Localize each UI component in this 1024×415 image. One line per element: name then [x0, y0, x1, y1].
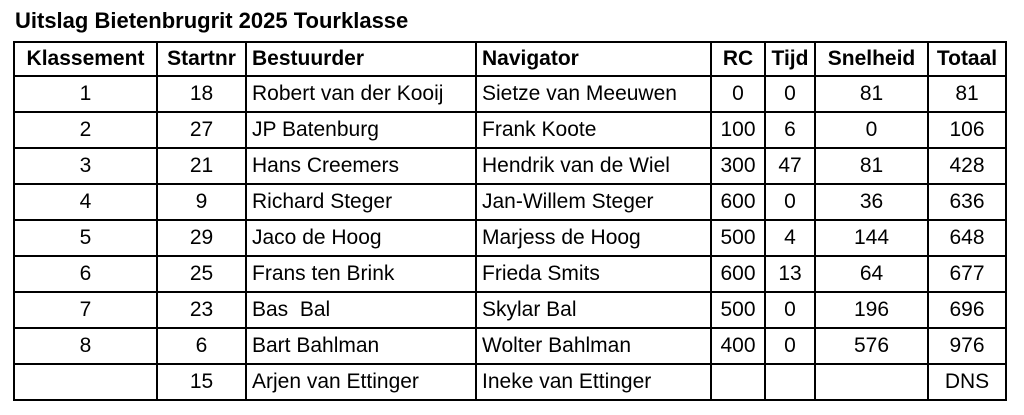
cell-bestuurder: JP Batenburg: [245, 111, 477, 149]
cell-bestuurder: Arjen van Ettinger: [245, 363, 477, 401]
cell-totaal: 677: [927, 255, 1007, 293]
cell-totaal: 428: [927, 147, 1007, 185]
cell-klassement: 4: [13, 183, 158, 221]
cell-tijd: 4: [764, 219, 816, 257]
cell-rc: 0: [710, 75, 766, 113]
table-row: 15 Arjen van Ettinger Ineke van Ettinger DN…: [13, 363, 1007, 401]
page-title: Uitslag Bietenbrugrit 2025 Tourklasse: [15, 8, 409, 33]
cell-bestuurder: Frans ten Brink: [245, 255, 477, 293]
cell-klassement: 1: [13, 75, 158, 113]
cell-klassement: [13, 363, 158, 401]
cell-rc: 100: [710, 111, 766, 149]
cell-totaal: 648: [927, 219, 1007, 257]
cell-snelheid: 64: [814, 255, 929, 293]
cell-snelheid: 36: [814, 183, 929, 221]
cell-startnr: 6: [156, 327, 247, 365]
cell-tijd: [764, 363, 816, 401]
cell-totaal: 636: [927, 183, 1007, 221]
column-header-snelheid: Snelheid: [814, 41, 929, 77]
cell-bestuurder: Robert van der Kooij: [245, 75, 477, 113]
cell-snelheid: 576: [814, 327, 929, 365]
cell-bestuurder: Jaco de Hoog: [245, 219, 477, 257]
column-header-tijd: Tijd: [764, 41, 816, 77]
cell-navigator: Frieda Smits: [475, 255, 712, 293]
table-row: 3 21 Hans Creemers Hendrik van de Wiel 300 47…: [13, 147, 1007, 185]
cell-rc: 400: [710, 327, 766, 365]
cell-startnr: 9: [156, 183, 247, 221]
cell-snelheid: 144: [814, 219, 929, 257]
cell-totaal: 106: [927, 111, 1007, 149]
table-row: 5 29 Jaco de Hoog Marjess de Hoog 500 4 144 648: [13, 219, 1007, 257]
cell-tijd: 0: [764, 291, 816, 329]
column-header-rc: RC: [710, 41, 766, 77]
table-row: 7 23 Bas Bal Skylar Bal 500 0 196 696: [13, 291, 1007, 329]
table-row: 8 6 Bart Bahlman Wolter Bahlman 400 0 576 976: [13, 327, 1007, 365]
cell-startnr: 18: [156, 75, 247, 113]
cell-klassement: 7: [13, 291, 158, 329]
cell-navigator: Marjess de Hoog: [475, 219, 712, 257]
cell-startnr: 29: [156, 219, 247, 257]
cell-totaal: DNS: [927, 363, 1007, 401]
column-header-bestuurder: Bestuurder: [245, 41, 477, 77]
cell-tijd: 13: [764, 255, 816, 293]
cell-rc: 500: [710, 291, 766, 329]
cell-bestuurder: Bas Bal: [245, 291, 477, 329]
cell-bestuurder: Richard Steger: [245, 183, 477, 221]
cell-navigator: Skylar Bal: [475, 291, 712, 329]
table-row: 1 18 Robert van der Kooij Sietze van Meeuwe…: [13, 75, 1007, 113]
column-header-klassement: Klassement: [13, 41, 158, 77]
cell-snelheid: 0: [814, 111, 929, 149]
cell-tijd: 0: [764, 75, 816, 113]
table-row: 4 9 Richard Steger Jan-Willem Steger 600 0 36 6…: [13, 183, 1007, 221]
cell-tijd: 0: [764, 183, 816, 221]
cell-snelheid: 196: [814, 291, 929, 329]
cell-klassement: 2: [13, 111, 158, 149]
cell-klassement: 3: [13, 147, 158, 185]
cell-tijd: 6: [764, 111, 816, 149]
cell-navigator: Jan-Willem Steger: [475, 183, 712, 221]
column-header-startnr: Startnr: [156, 41, 247, 77]
cell-tijd: 47: [764, 147, 816, 185]
cell-tijd: 0: [764, 327, 816, 365]
cell-navigator: Wolter Bahlman: [475, 327, 712, 365]
cell-navigator: Ineke van Ettinger: [475, 363, 712, 401]
cell-startnr: 21: [156, 147, 247, 185]
results-table-body: 1 18 Robert van der Kooij Sietze van Meeuwe…: [13, 75, 1007, 401]
cell-snelheid: 81: [814, 147, 929, 185]
cell-klassement: 8: [13, 327, 158, 365]
cell-startnr: 23: [156, 291, 247, 329]
cell-startnr: 15: [156, 363, 247, 401]
cell-rc: [710, 363, 766, 401]
cell-bestuurder: Bart Bahlman: [245, 327, 477, 365]
cell-rc: 600: [710, 183, 766, 221]
cell-rc: 500: [710, 219, 766, 257]
cell-totaal: 696: [927, 291, 1007, 329]
header-row: Klassement Startnr Bestuurder Navigator RC Ti…: [13, 41, 1007, 77]
cell-snelheid: [814, 363, 929, 401]
cell-rc: 300: [710, 147, 766, 185]
table-row: 6 25 Frans ten Brink Frieda Smits 600 13 64 677: [13, 255, 1007, 293]
cell-snelheid: 81: [814, 75, 929, 113]
cell-startnr: 27: [156, 111, 247, 149]
cell-klassement: 5: [13, 219, 158, 257]
column-header-totaal: Totaal: [927, 41, 1007, 77]
column-header-navigator: Navigator: [475, 41, 712, 77]
results-table: Klassement Startnr Bestuurder Navigator RC Ti…: [13, 41, 1007, 401]
cell-startnr: 25: [156, 255, 247, 293]
cell-bestuurder: Hans Creemers: [245, 147, 477, 185]
cell-navigator: Frank Koote: [475, 111, 712, 149]
cell-klassement: 6: [13, 255, 158, 293]
cell-totaal: 81: [927, 75, 1007, 113]
table-row: 2 27 JP Batenburg Frank Koote 100 6 0 106: [13, 111, 1007, 149]
cell-navigator: Hendrik van de Wiel: [475, 147, 712, 185]
cell-totaal: 976: [927, 327, 1007, 365]
cell-rc: 600: [710, 255, 766, 293]
results-table-header: Klassement Startnr Bestuurder Navigator RC Ti…: [13, 41, 1007, 77]
cell-navigator: Sietze van Meeuwen: [475, 75, 712, 113]
